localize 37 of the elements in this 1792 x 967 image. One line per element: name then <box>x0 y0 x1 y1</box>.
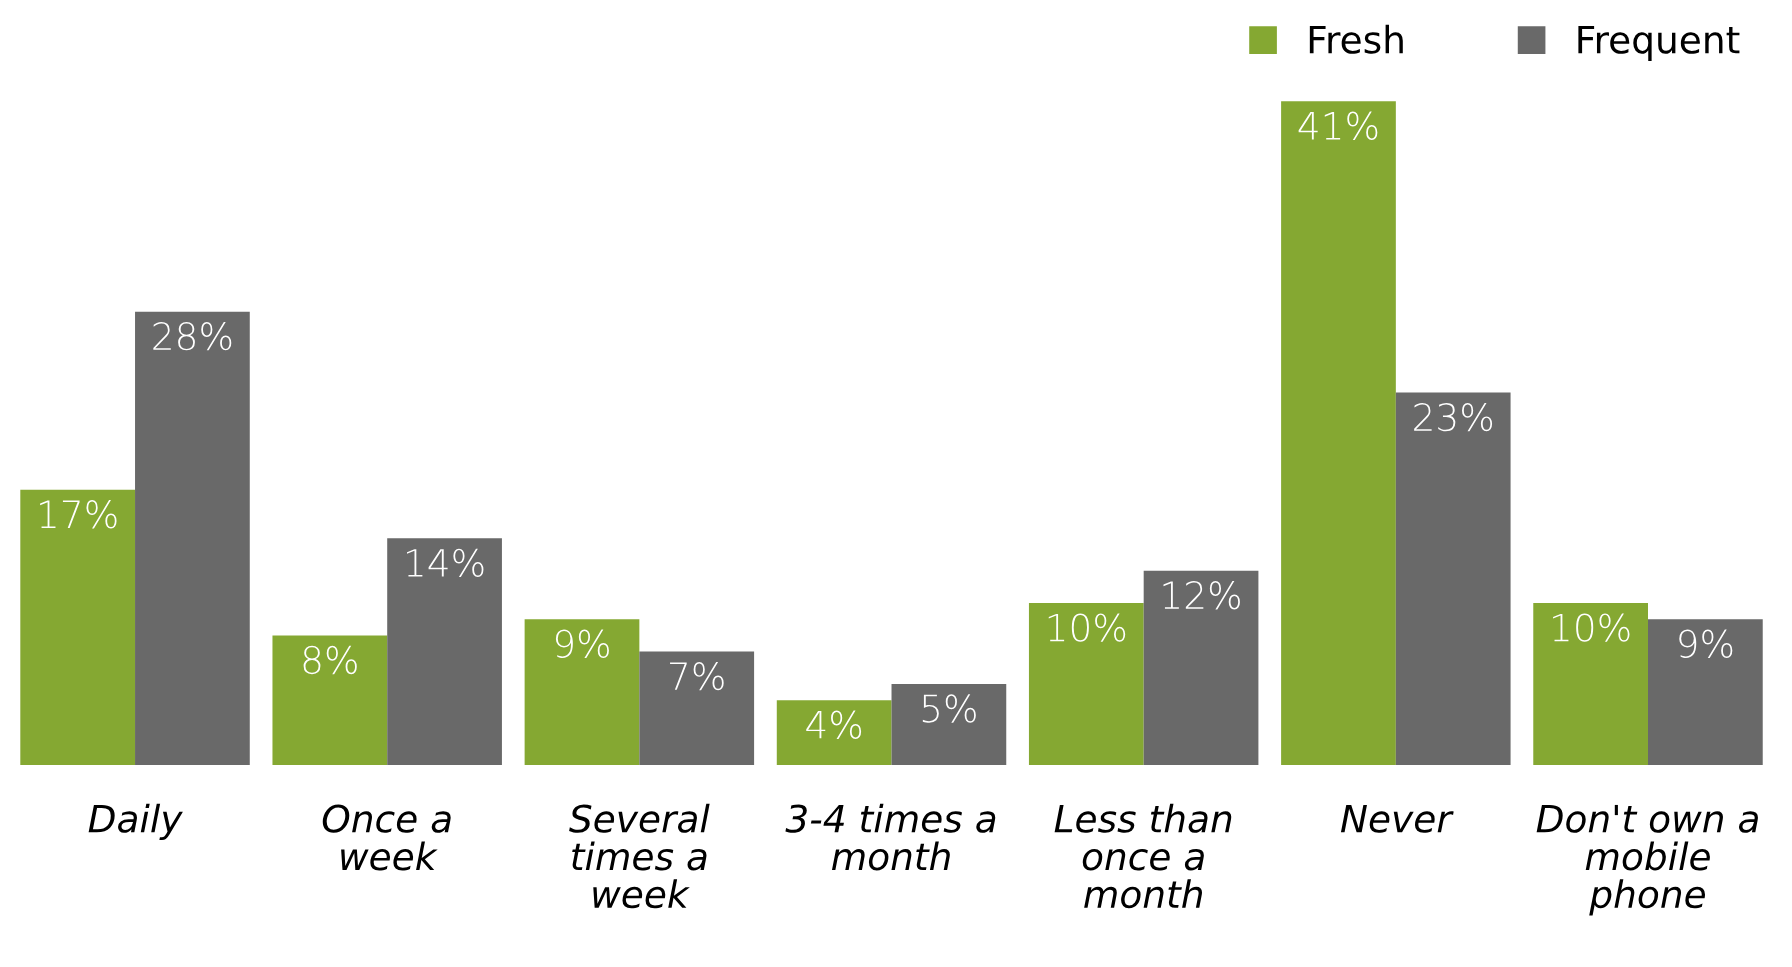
data-label: 5% <box>922 694 976 723</box>
data-label: 28% <box>153 322 232 351</box>
x-tick-label: Less than once a month <box>1054 803 1232 909</box>
data-label: 7% <box>670 661 724 691</box>
bar <box>20 489 136 765</box>
x-tick-label: Daily <box>88 803 183 841</box>
bar <box>387 538 502 765</box>
bar <box>639 651 755 765</box>
data-label: 10% <box>1048 613 1126 642</box>
bar <box>1281 101 1396 765</box>
legend-label: Frequent <box>1578 25 1740 62</box>
bar <box>776 700 892 765</box>
data-label: 12% <box>1163 581 1240 610</box>
data-label: 9% <box>1679 629 1733 658</box>
data-label: 4% <box>806 710 862 739</box>
data-label: 9% <box>555 629 609 658</box>
bar <box>1143 570 1259 765</box>
x-tick-label: Once a week <box>322 804 451 871</box>
x-tick-label: Never <box>1340 804 1454 833</box>
x-tick-label: 3-4 times a month <box>785 803 996 871</box>
bar <box>1395 392 1511 765</box>
data-label: 17% <box>40 500 117 529</box>
bar <box>272 635 388 765</box>
bar <box>1028 603 1144 765</box>
data-label: 8% <box>303 645 357 675</box>
data-label: 10% <box>1553 613 1630 642</box>
x-tick-label: Don't own a mobile phone <box>1536 804 1758 916</box>
bar <box>891 683 1007 765</box>
data-label: 41% <box>1298 111 1378 140</box>
bar <box>135 311 250 765</box>
bar <box>1648 619 1763 765</box>
legend-label: Fresh <box>1309 24 1403 54</box>
data-label: 23% <box>1414 402 1493 432</box>
bar <box>1533 603 1648 765</box>
bar <box>524 619 640 765</box>
x-tick-label: Several times a week <box>569 803 710 909</box>
data-label: 14% <box>407 548 484 577</box>
